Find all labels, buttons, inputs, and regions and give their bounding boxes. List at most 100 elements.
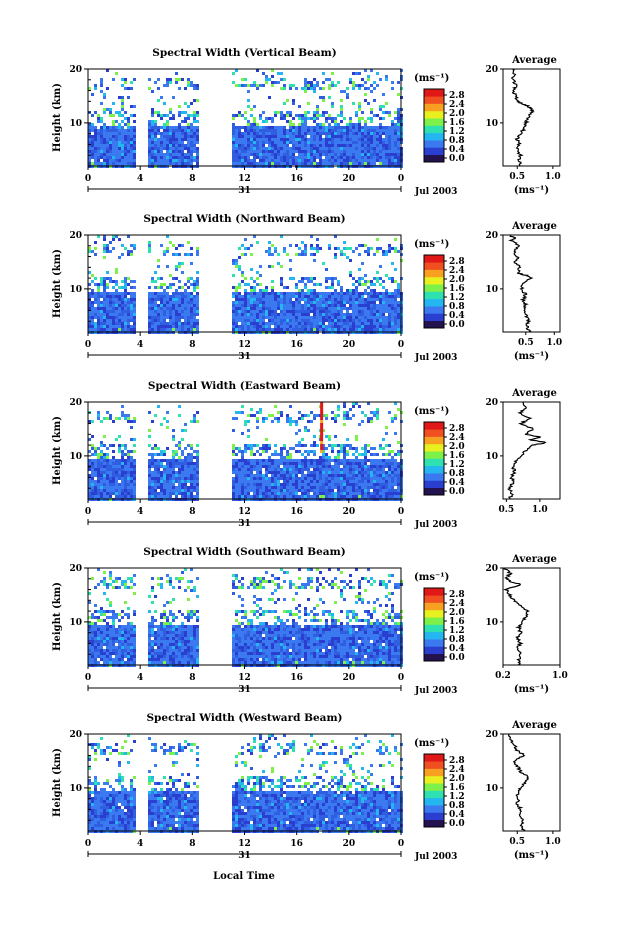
y-tick-label: 10	[69, 452, 82, 462]
x-tick-label: 0	[85, 839, 91, 849]
panel-3: Spectral Width (Eastward Beam) 10 20 Height…	[52, 380, 561, 530]
x-tick-label: 16	[290, 507, 303, 517]
average-x-label: (ms⁻¹)	[514, 351, 549, 362]
y-axis-label: Height (km)	[52, 748, 63, 817]
day-label: 31	[238, 186, 251, 196]
x-tick-label: 16	[290, 839, 303, 849]
colorbar-swatch	[424, 125, 444, 134]
average-x-tick-label: 0.5	[509, 837, 525, 847]
colorbar-swatch	[424, 646, 444, 654]
y-axis-label: Height (km)	[52, 249, 63, 318]
date-label: Jul 2003	[414, 852, 457, 862]
day-label: 31	[238, 352, 251, 362]
colorbar-frame	[423, 753, 445, 828]
colorbar-tick-label: 2.8	[449, 756, 465, 766]
colorbar-tick-label: 1.2	[449, 460, 465, 470]
day-label: 31	[238, 685, 251, 695]
average-x-label: (ms⁻¹)	[514, 684, 549, 695]
x-tick-label: 8	[189, 174, 195, 184]
colorbar-swatch	[424, 306, 444, 314]
colorbar-swatch	[424, 276, 444, 285]
colorbar-tick-label: 1.6	[449, 451, 465, 461]
colorbar-swatch	[424, 473, 444, 481]
x-tick-label: 12	[238, 839, 251, 849]
colorbar-swatch	[424, 103, 444, 112]
x-tick-label: 0	[398, 839, 404, 849]
y-tick-label: 10	[69, 618, 82, 628]
heatmap-cells	[88, 69, 403, 168]
x-tick-label: 20	[343, 673, 356, 683]
x-tick-label: 4	[137, 174, 143, 184]
colorbar-swatch	[424, 819, 444, 828]
y-axis-label: Height (km)	[52, 582, 63, 651]
average-y-tick-label: 20	[485, 564, 498, 574]
colorbar-tick-label: 0.4	[449, 810, 465, 820]
colorbar-tick-label: 2.4	[449, 599, 465, 609]
colorbar-swatch	[424, 96, 444, 104]
day-label: 31	[238, 851, 251, 861]
x-tick-label: 0	[85, 340, 91, 350]
colorbar-swatch	[424, 588, 444, 596]
colorbar-swatch	[424, 154, 444, 163]
colorbar-swatch	[424, 653, 444, 662]
colorbar-tick-label: 2.4	[449, 100, 465, 110]
average-x-tick-label: 1.0	[545, 837, 561, 847]
colorbar-swatch	[424, 790, 444, 799]
panel-title: Spectral Width (Southward Beam)	[143, 546, 345, 558]
heatmap-cells	[88, 235, 403, 334]
average-y-tick-label: 10	[485, 452, 498, 462]
y-tick-label: 20	[69, 564, 82, 574]
colorbar-tick-label: 0.4	[449, 478, 465, 488]
colorbar-tick-label: 2.0	[449, 442, 465, 452]
colorbar-tick-label: 2.4	[449, 433, 465, 443]
x-tick-label: 0	[398, 673, 404, 683]
x-tick-label: 4	[137, 340, 143, 350]
colorbar-swatch	[424, 269, 444, 278]
colorbar-frame	[423, 421, 445, 496]
colorbar-swatch	[424, 313, 444, 321]
colorbar-unit: (ms⁻¹)	[414, 406, 449, 417]
average-x-label: (ms⁻¹)	[514, 185, 549, 196]
colorbar-frame	[423, 88, 445, 163]
panel-2: Spectral Width (Northward Beam) 10 20 Heigh…	[52, 213, 562, 363]
colorbar-tick-label: 0.0	[449, 154, 465, 164]
x-tick-label: 4	[137, 839, 143, 849]
average-x-tick-label: 0.5	[499, 505, 515, 515]
x-tick-label: 20	[343, 507, 356, 517]
x-tick-label: 12	[238, 174, 251, 184]
colorbar-tick-label: 2.0	[449, 774, 465, 784]
colorbar-swatch	[424, 639, 444, 647]
colorbar-swatch	[424, 609, 444, 618]
colorbar-tick-label: 1.6	[449, 617, 465, 627]
colorbar-swatch	[424, 291, 444, 300]
colorbar-tick-label: 1.6	[449, 118, 465, 128]
average-y-tick-label: 10	[485, 285, 498, 295]
panel-title: Spectral Width (Westward Beam)	[146, 712, 342, 724]
average-title: Average	[511, 388, 557, 399]
colorbar-tick-label: 2.0	[449, 109, 465, 119]
average-profile-line	[508, 234, 534, 333]
colorbar-swatch	[424, 255, 444, 263]
x-tick-label: 20	[343, 174, 356, 184]
colorbar-tick-label: 0.8	[449, 302, 465, 312]
colorbar-tick-label: 2.8	[449, 590, 465, 600]
colorbar-swatch	[424, 480, 444, 488]
colorbar-swatch	[424, 147, 444, 155]
average-frame	[502, 234, 561, 333]
x-tick-label: 12	[238, 507, 251, 517]
panel-5: Spectral Width (Westward Beam) 10 20 Height…	[52, 712, 561, 862]
x-tick-label: 16	[290, 340, 303, 350]
average-x-tick-label: 1.0	[552, 671, 568, 681]
panel-title: Spectral Width (Eastward Beam)	[148, 380, 341, 392]
y-axis-label: Height (km)	[52, 83, 63, 152]
average-y-tick-label: 20	[485, 231, 498, 241]
x-tick-label: 0	[398, 174, 404, 184]
y-tick-label: 20	[69, 398, 82, 408]
average-profile-line	[502, 567, 530, 666]
average-frame	[502, 567, 561, 666]
colorbar-swatch	[424, 284, 444, 292]
colorbar-tick-label: 1.6	[449, 783, 465, 793]
y-tick-label: 10	[69, 285, 82, 295]
colorbar-tick-label: 0.0	[449, 320, 465, 330]
